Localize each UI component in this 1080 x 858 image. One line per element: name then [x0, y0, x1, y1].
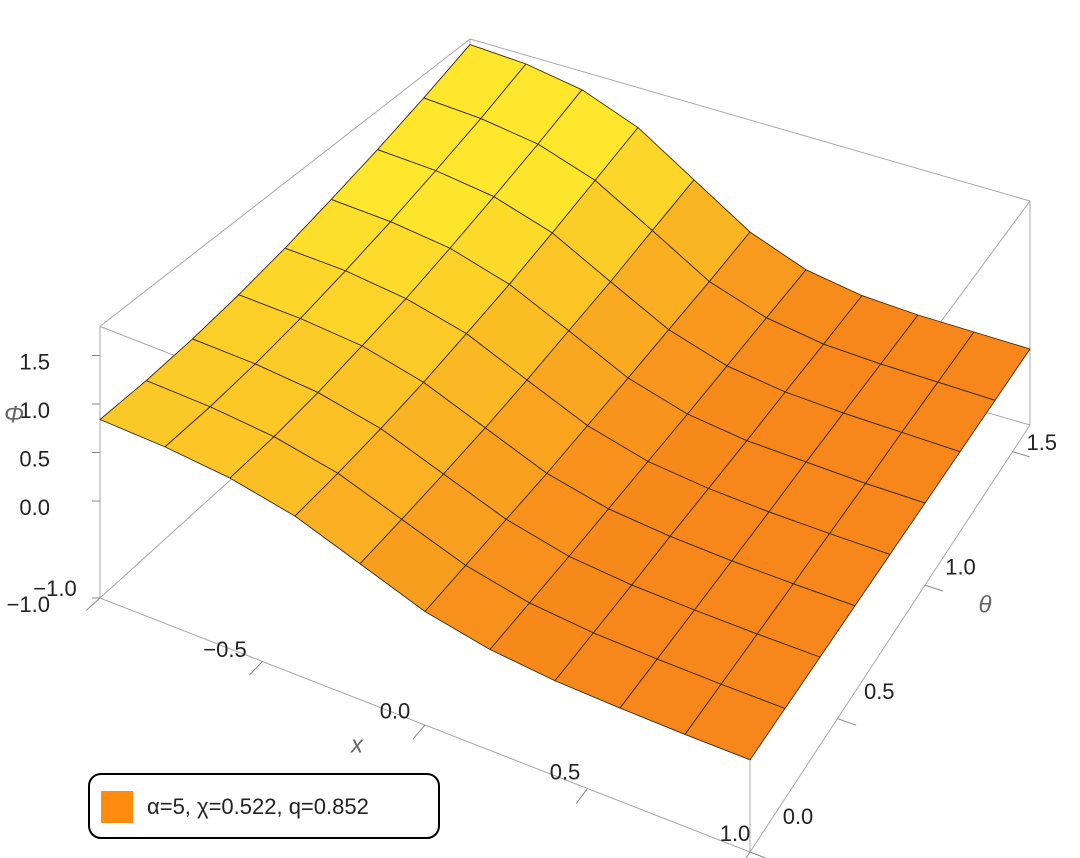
z-tick-label: 0.0	[19, 495, 50, 520]
box-edge	[749, 424, 1031, 853]
x-tick-label: 1.0	[720, 821, 751, 846]
surface	[99, 44, 1031, 761]
z-axis-title: Φ	[4, 401, 24, 428]
x-tick	[412, 724, 426, 740]
legend: α=5, χ=0.522, q=0.852	[88, 773, 440, 839]
x-tick	[85, 597, 101, 611]
y-tick	[749, 851, 767, 858]
x-tick-label: −0.5	[203, 637, 246, 662]
surface-cell	[684, 683, 786, 761]
axes-labels: −1.0 −0.5 0.0 0.5 1.0 0.0 0.5 1.0 1.5 −1.0 0.0 0.5 1…	[7, 349, 1057, 858]
y-tick-label: 1.0	[945, 554, 976, 579]
box-edge	[469, 38, 1031, 202]
x-tick	[249, 661, 263, 676]
y-tick-label: 0.0	[783, 804, 814, 829]
legend-label: α=5, χ=0.522, q=0.852	[147, 794, 369, 819]
x-tick-label: −1.0	[33, 576, 76, 601]
x-tick-label: 0.0	[380, 698, 411, 723]
x-axis-title: x	[350, 731, 364, 758]
y-tick	[1012, 451, 1030, 458]
y-tick	[924, 584, 943, 592]
z-tick-label: 1.5	[19, 349, 50, 374]
z-tick-label: 0.5	[19, 446, 50, 471]
y-tick	[837, 718, 857, 726]
y-tick-label: 0.5	[864, 679, 895, 704]
y-tick-label: 1.5	[1026, 430, 1057, 455]
z-tick-label: 1.0	[19, 398, 50, 423]
z-tick-label: −1.0	[7, 592, 50, 617]
legend-swatch	[101, 791, 133, 823]
legend-frame	[88, 773, 440, 839]
box-edge	[99, 38, 471, 327]
y-axis-title: θ	[978, 591, 991, 618]
x-tick	[575, 788, 588, 804]
x-tick-label: 0.5	[550, 760, 581, 785]
x-tick	[745, 851, 751, 858]
